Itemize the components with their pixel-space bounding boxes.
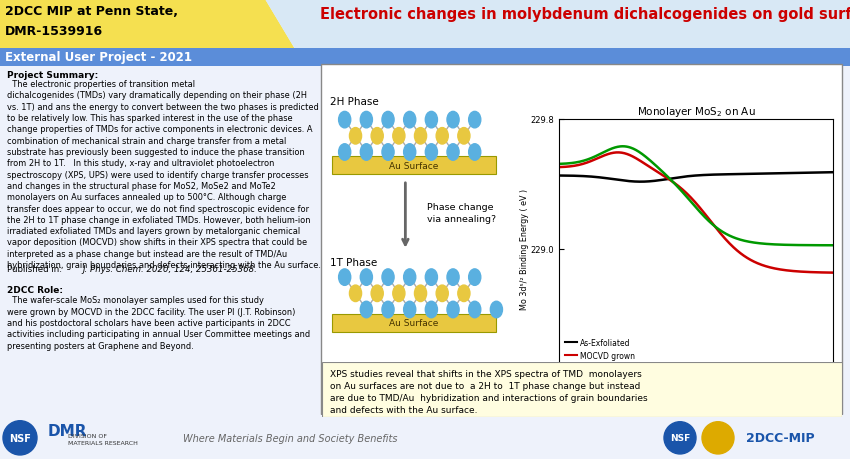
Circle shape	[404, 302, 416, 318]
Circle shape	[371, 285, 383, 302]
Circle shape	[338, 112, 351, 129]
Text: Phase change
via annealing?: Phase change via annealing?	[427, 202, 496, 223]
Bar	[332, 157, 496, 175]
FancyBboxPatch shape	[321, 65, 842, 414]
Text: MATERIALS RESEARCH: MATERIALS RESEARCH	[68, 441, 138, 445]
Circle shape	[447, 269, 459, 286]
Bar	[0, 49, 850, 67]
Circle shape	[371, 128, 383, 145]
Circle shape	[468, 145, 481, 161]
Text: J. Phys. Chem. 2020, 124, 25361-25368.: J. Phys. Chem. 2020, 124, 25361-25368.	[82, 265, 257, 274]
Circle shape	[447, 145, 459, 161]
Circle shape	[382, 112, 394, 129]
Circle shape	[436, 285, 448, 302]
FancyBboxPatch shape	[322, 363, 842, 417]
Text: T.H. Choudhury and M. Chubarov (2DCC-MIP): T.H. Choudhury and M. Chubarov (2DCC-MIP…	[459, 101, 693, 111]
Circle shape	[382, 145, 394, 161]
Circle shape	[360, 269, 372, 286]
Circle shape	[404, 112, 416, 129]
Bar	[332, 314, 496, 332]
Circle shape	[425, 145, 438, 161]
Circle shape	[436, 128, 448, 145]
Polygon shape	[0, 0, 305, 67]
Circle shape	[468, 269, 481, 286]
Text: XPS studies reveal that shifts in the XPS spectra of TMD  monolayers
on Au surfa: XPS studies reveal that shifts in the XP…	[330, 369, 648, 414]
Circle shape	[382, 302, 394, 318]
Circle shape	[393, 285, 405, 302]
Circle shape	[415, 128, 427, 145]
Circle shape	[393, 128, 405, 145]
Circle shape	[360, 145, 372, 161]
Text: 2DCC-MIP: 2DCC-MIP	[745, 431, 814, 444]
Text: DMR: DMR	[48, 423, 88, 438]
Text: External User Project - 2021: External User Project - 2021	[5, 51, 192, 64]
Circle shape	[458, 128, 470, 145]
Circle shape	[360, 112, 372, 129]
Title: Monolayer MoS$_2$ on Au: Monolayer MoS$_2$ on Au	[637, 105, 756, 119]
Text: Electronic changes in molybdenum dichalcogenides on gold surfaces: Electronic changes in molybdenum dichalc…	[320, 7, 850, 22]
X-axis label: Annealing Temperature (C): Annealing Temperature (C)	[635, 398, 757, 407]
Circle shape	[3, 421, 37, 455]
Circle shape	[458, 285, 470, 302]
Circle shape	[360, 302, 372, 318]
Polygon shape	[265, 0, 850, 67]
Circle shape	[664, 422, 696, 454]
Circle shape	[382, 269, 394, 286]
Text: NSF: NSF	[9, 433, 31, 443]
Y-axis label: Mo 3d⁵/² Binding Energy ( eV ): Mo 3d⁵/² Binding Energy ( eV )	[520, 189, 530, 309]
Circle shape	[447, 112, 459, 129]
Text: G.G. Jernigan, J.J. Fonseca, C.D. Cress and J.T. Robinson (NRL): G.G. Jernigan, J.J. Fonseca, C.D. Cress …	[416, 79, 735, 90]
Text: DIVISION OF: DIVISION OF	[68, 433, 107, 438]
Text: 2H Phase: 2H Phase	[330, 97, 378, 107]
Circle shape	[425, 269, 438, 286]
Circle shape	[425, 112, 438, 129]
Circle shape	[338, 145, 351, 161]
Text: 2DCC MIP at Penn State,: 2DCC MIP at Penn State,	[5, 5, 178, 18]
Text: The wafer-scale MoS₂ monolayer samples used for this study
were grown by MOCVD i: The wafer-scale MoS₂ monolayer samples u…	[7, 296, 310, 350]
Circle shape	[404, 269, 416, 286]
Circle shape	[338, 269, 351, 286]
Text: Au Surface: Au Surface	[389, 319, 439, 328]
Circle shape	[349, 128, 361, 145]
Text: Project Summary:: Project Summary:	[7, 71, 98, 79]
Text: Au Surface: Au Surface	[389, 162, 439, 170]
Circle shape	[490, 302, 502, 318]
Text: 2DCC Role:: 2DCC Role:	[7, 285, 63, 294]
Circle shape	[468, 302, 481, 318]
Text: Published in:: Published in:	[7, 265, 65, 274]
Text: 1T Phase: 1T Phase	[330, 257, 377, 267]
Text: Where Materials Begin and Society Benefits: Where Materials Begin and Society Benefi…	[183, 433, 397, 443]
Text: NSF: NSF	[670, 433, 690, 442]
Circle shape	[404, 145, 416, 161]
Circle shape	[447, 302, 459, 318]
Circle shape	[702, 422, 734, 454]
Text: The electronic properties of transition metal
dichalcogenides (TMDs) vary dramat: The electronic properties of transition …	[7, 80, 320, 269]
Circle shape	[415, 285, 427, 302]
Legend: As-Exfoliated, MOCVD grown, He⁺-ion implanted: As-Exfoliated, MOCVD grown, He⁺-ion impl…	[563, 336, 653, 375]
Circle shape	[468, 112, 481, 129]
Circle shape	[349, 285, 361, 302]
Text: DMR-1539916: DMR-1539916	[5, 25, 103, 38]
Circle shape	[425, 302, 438, 318]
